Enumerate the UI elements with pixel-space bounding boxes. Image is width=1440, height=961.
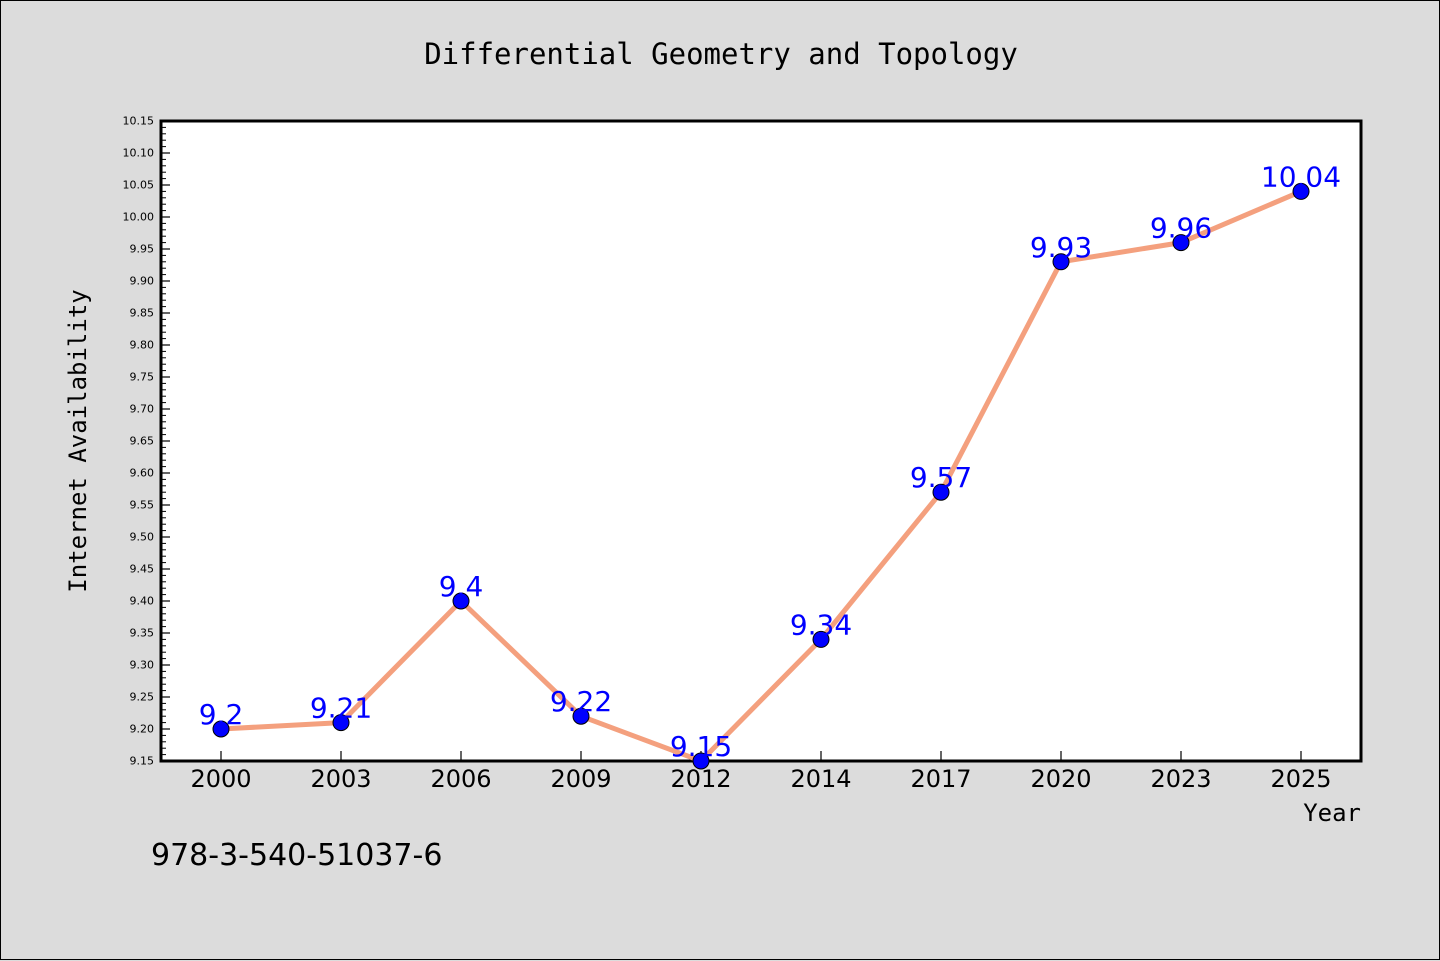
data-label: 9.22 xyxy=(550,685,612,718)
y-tick-label: 10.05 xyxy=(123,179,155,192)
x-axis: 2000 2003 2006 2009 2012 2014 2017 2020 2023 2025 xyxy=(190,751,1332,793)
data-label: 9.15 xyxy=(670,730,732,763)
x-tick-label: 2000 xyxy=(190,765,251,793)
y-tick-label: 9.15 xyxy=(130,755,155,768)
data-point xyxy=(572,707,590,725)
data-point xyxy=(812,630,830,648)
y-tick-label: 9.40 xyxy=(130,595,155,608)
data-label: 9.93 xyxy=(1030,231,1092,264)
chart-title: Differential Geometry and Topology xyxy=(424,37,1018,71)
y-tick-label: 9.85 xyxy=(130,307,155,320)
data-labels: 9.2 9.21 9.4 9.22 9.15 9.34 9.57 9.93 9.96 10.04 xyxy=(199,160,1341,763)
y-tick-label: 9.60 xyxy=(130,467,155,480)
y-tick-label: 9.70 xyxy=(130,403,155,416)
x-tick-label: 2009 xyxy=(550,765,611,793)
data-label: 9.21 xyxy=(310,692,372,725)
y-axis-label: Internet Availability xyxy=(64,289,92,592)
x-axis-label: Year xyxy=(1303,799,1361,827)
data-label: 9.2 xyxy=(199,698,244,731)
data-point xyxy=(1292,182,1310,200)
data-point xyxy=(692,752,710,770)
y-tick-label: 10.10 xyxy=(123,147,155,160)
y-tick-label: 10.15 xyxy=(123,115,155,128)
data-label: 9.96 xyxy=(1150,212,1212,245)
y-tick-label: 10.00 xyxy=(123,211,155,224)
x-tick-label: 2025 xyxy=(1270,765,1331,793)
y-tick-label: 9.30 xyxy=(130,659,155,672)
x-tick-label: 2023 xyxy=(1150,765,1211,793)
y-tick-label: 9.45 xyxy=(130,563,155,576)
x-tick-label: 2003 xyxy=(310,765,371,793)
plot-area xyxy=(159,119,1363,763)
y-tick-label: 9.35 xyxy=(130,627,155,640)
data-markers xyxy=(212,182,1310,770)
x-tick-label: 2017 xyxy=(910,765,971,793)
y-axis: 9.15 9.20 9.25 9.30 9.35 9.40 9.45 9.50 9.55 9.60… xyxy=(123,115,170,768)
data-label: 9.4 xyxy=(439,570,484,603)
y-tick-label: 9.55 xyxy=(130,499,155,512)
data-point xyxy=(932,483,950,501)
data-label: 9.57 xyxy=(910,461,972,494)
data-point xyxy=(452,592,470,610)
data-point xyxy=(332,714,350,732)
data-point xyxy=(212,720,230,738)
x-tick-label: 2006 xyxy=(430,765,491,793)
x-tick-label: 2020 xyxy=(1030,765,1091,793)
y-tick-label: 9.90 xyxy=(130,275,155,288)
y-tick-label: 9.25 xyxy=(130,691,155,704)
data-label: 9.34 xyxy=(790,608,852,641)
x-tick-label: 2014 xyxy=(790,765,851,793)
y-tick-label: 9.50 xyxy=(130,531,155,544)
y-tick-label: 9.95 xyxy=(130,243,155,256)
isbn-text: 978-3-540-51037-6 xyxy=(151,838,442,873)
data-point xyxy=(1052,253,1070,271)
series-line xyxy=(220,189,1302,764)
data-point xyxy=(1172,234,1190,252)
y-tick-label: 9.80 xyxy=(130,339,155,352)
y-tick-label: 9.20 xyxy=(130,723,155,736)
y-tick-label: 9.65 xyxy=(130,435,155,448)
data-label: 10.04 xyxy=(1261,160,1341,193)
y-tick-label: 9.75 xyxy=(130,371,155,384)
x-tick-label: 2012 xyxy=(670,765,731,793)
